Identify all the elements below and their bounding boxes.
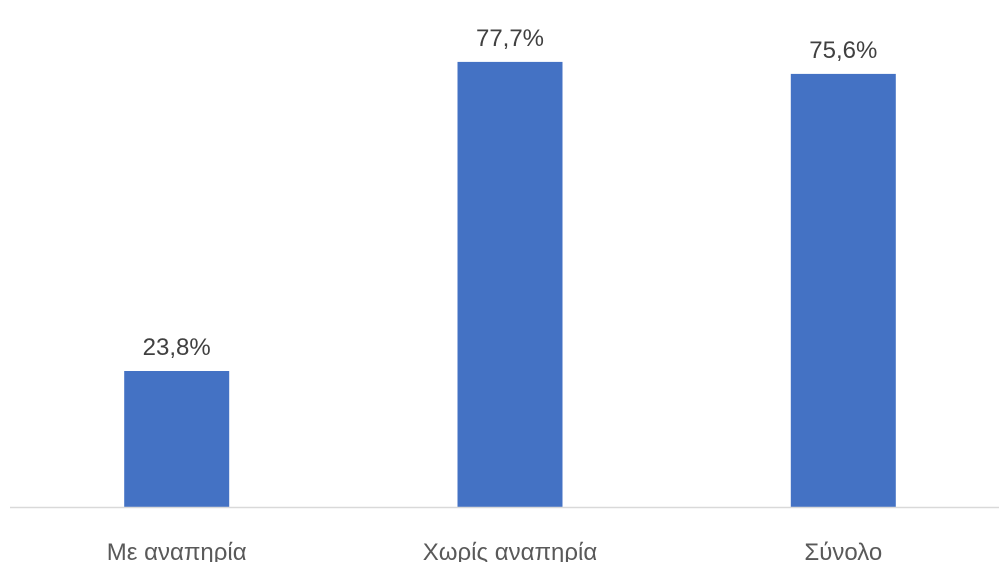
category-label-3: Σύνολο [804,539,882,562]
category-label-2: Χωρίς αναπηρία [423,539,598,562]
category-label-1: Με αναπηρία [107,539,247,562]
data-label-1: 23,8% [143,334,211,361]
category-labels-group: Με αναπηρία Χωρίς αναπηρία Σύνολο [107,539,882,562]
data-label-3: 75,6% [809,37,877,64]
data-label-2: 77,7% [476,25,544,52]
bar-3 [790,73,896,508]
bars-group [124,61,896,508]
data-labels-group: 23,8% 77,7% 75,6% [143,25,878,361]
bar-1 [124,371,230,508]
bar-2 [457,61,563,508]
